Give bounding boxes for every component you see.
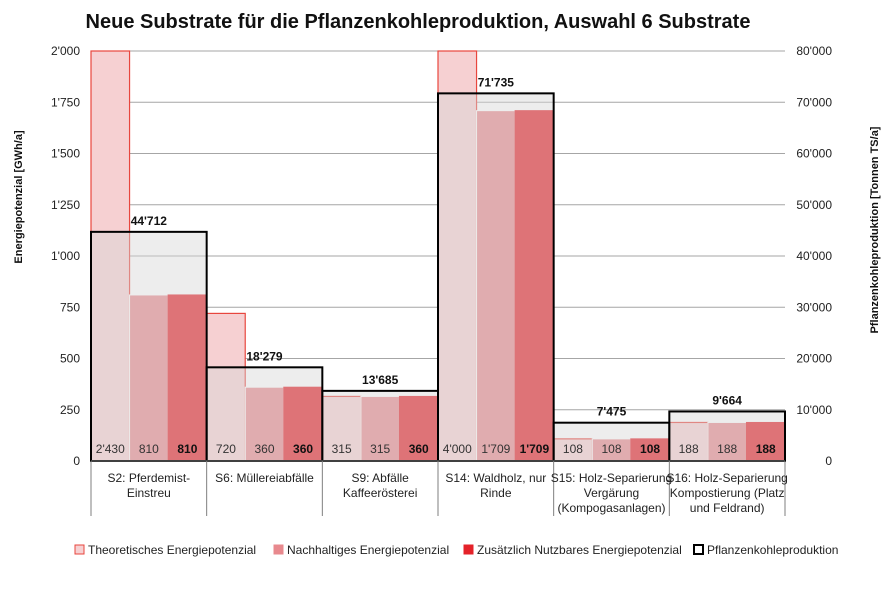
biochar-label: 7'475 (597, 405, 627, 419)
category-label: S6: Müllereiabfälle (215, 471, 314, 485)
bar-additional (745, 421, 786, 462)
bar-additional (283, 386, 323, 462)
data-label: 810 (139, 442, 159, 456)
data-label: 810 (177, 442, 197, 456)
category-label-line: Kompostierung (Platz (670, 486, 785, 500)
category-label-line: S14: Waldholz, nur (445, 471, 546, 485)
category-label-line: Vergärung (584, 486, 639, 500)
category-label-line: S16: Holz-Separierung (666, 471, 787, 485)
y-axis-label: Energiepotenzial [GWh/a] (13, 130, 25, 264)
biochar-box (205, 366, 324, 463)
category-label-line: Einstreu (127, 486, 171, 500)
data-label: 2'430 (96, 442, 125, 456)
category-label-line: (Kompogasanlagen) (557, 501, 665, 515)
y-tick-label: 750 (60, 300, 80, 314)
biochar-label: 18'279 (246, 349, 283, 363)
bar-additional (514, 110, 555, 462)
legend-swatch (273, 544, 284, 555)
category-label: S15: Holz-Separierung Vergärung (Kompogasa… (551, 471, 672, 515)
biochar-box (668, 410, 786, 462)
legend-label: Pflanzenkohleproduktion (707, 543, 838, 557)
y2-tick-label: 50'000 (796, 198, 832, 212)
data-label: 315 (370, 442, 390, 456)
category-label-line: S6: Müllereiabfälle (215, 471, 314, 485)
data-label: 108 (601, 442, 621, 456)
y2-tick-label: 30'000 (796, 300, 832, 314)
data-label: 360 (293, 442, 313, 456)
chart-title: Neue Substrate für die Pflanzenkohleprod… (86, 11, 751, 33)
category-label: S16: Holz-Separierung Kompostierung (Plat… (666, 471, 787, 515)
data-label: 1'709 (520, 442, 550, 456)
data-label: 1'709 (481, 442, 510, 456)
biochar-box (90, 230, 208, 462)
y2-tick-label: 0 (825, 454, 832, 468)
legend-label: Nachhaltiges Energiepotenzial (287, 543, 449, 557)
bar-sustainable (360, 395, 400, 462)
legend-swatch (463, 544, 474, 555)
bar-sustainable (476, 110, 516, 462)
y-tick-label: 1'500 (51, 147, 80, 161)
data-label: 4'000 (443, 442, 472, 456)
category-label: S14: Waldholz, nur Rinde (445, 471, 546, 500)
y2-tick-label: 70'000 (796, 95, 832, 109)
category-label-line: Rinde (480, 486, 512, 500)
y-tick-label: 250 (60, 403, 80, 417)
legend-label: Theoretisches Energiepotenzial (88, 543, 256, 557)
data-label: 188 (679, 442, 699, 456)
y-tick-label: 1'000 (51, 249, 80, 263)
y2-tick-label: 20'000 (796, 352, 832, 366)
legend-label: Zusätzlich Nutzbares Energiepotenzial (477, 543, 682, 557)
y-tick-label: 0 (73, 454, 80, 468)
biochar-label: 13'685 (362, 373, 399, 387)
bar-theoretical (321, 395, 362, 462)
data-label: 188 (756, 442, 776, 456)
y-tick-label: 1'250 (51, 198, 80, 212)
biochar-label: 44'712 (131, 214, 168, 228)
legend-swatch (693, 544, 704, 555)
data-label: 108 (563, 442, 583, 456)
category-label-line: Kaffeerösterei (343, 486, 418, 500)
data-label: 188 (717, 442, 737, 456)
biochar-label: 71'735 (478, 75, 515, 89)
biochar-label: 9'664 (712, 393, 742, 407)
y2-tick-label: 10'000 (796, 403, 832, 417)
y-tick-label: 1'750 (51, 95, 80, 109)
y2-axis-label: Pflanzenkohleproduktion [Tonnen TS/a] (869, 126, 881, 333)
y2-tick-label: 60'000 (796, 147, 832, 161)
y2-tick-label: 80'000 (796, 44, 832, 58)
data-label: 360 (409, 442, 429, 456)
data-label: 108 (640, 442, 660, 456)
biochar-box (321, 389, 440, 463)
bar-sustainable (129, 294, 169, 462)
category-label-line: und Feldrand) (690, 501, 765, 515)
y-tick-label: 2'000 (51, 44, 80, 58)
category-label: S2: Pferdemist-Einstreu (107, 471, 190, 500)
biochar-box (437, 92, 555, 462)
category-label-line: S9: Abfälle (351, 471, 409, 485)
data-label: 720 (216, 442, 236, 456)
data-label: 360 (254, 442, 274, 456)
data-label: 315 (332, 442, 352, 456)
legend-swatch (74, 544, 85, 555)
y2-tick-label: 40'000 (796, 249, 832, 263)
category-label: S9: Abfälle Kaffeerösterei (343, 471, 418, 500)
y-tick-label: 500 (60, 352, 80, 366)
category-label-line: S15: Holz-Separierung (551, 471, 672, 485)
category-label-line: S2: Pferdemist- (107, 471, 190, 485)
